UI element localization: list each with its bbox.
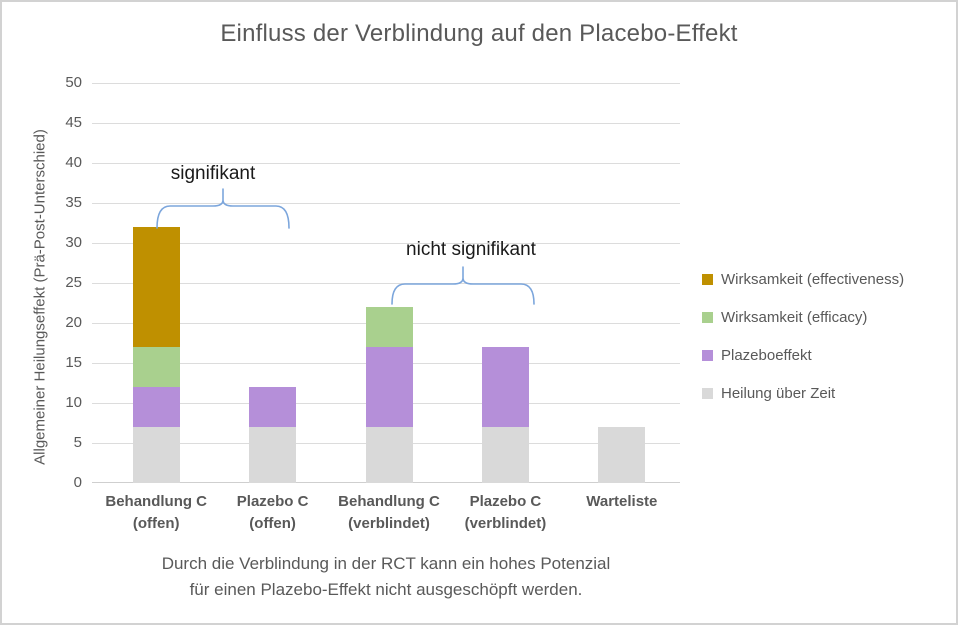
chart-caption: Durch die Verblindung in der RCT kann ei…	[92, 551, 680, 603]
legend-item: Heilung über Zeit	[702, 374, 956, 412]
y-tick-label-30: 30	[65, 234, 82, 251]
bar-segment	[249, 387, 297, 427]
legend-item: Wirksamkeit (efficacy)	[702, 298, 956, 336]
bar-column-4	[447, 83, 563, 483]
stacked-bar-3	[365, 307, 413, 483]
gridline-25	[92, 283, 680, 284]
bar-column-2	[214, 83, 330, 483]
stacked-bar-2	[249, 387, 297, 483]
legend-swatch-icon	[702, 273, 713, 285]
bar-segment	[365, 347, 413, 427]
bar-segment	[481, 427, 529, 483]
x-label-sub: (offen)	[249, 515, 296, 532]
x-label-main: Behandlung C	[338, 493, 440, 510]
x-axis-label-1: Behandlung C (offen)	[98, 491, 214, 535]
brace-icon	[156, 188, 290, 229]
y-tick-label-20: 20	[65, 314, 82, 331]
bar-segment	[598, 427, 646, 483]
y-tick-label-45: 45	[65, 114, 82, 131]
x-label-main: Warteliste	[586, 493, 658, 510]
bar-column-5	[564, 83, 680, 483]
legend-item: Plazeboeffekt	[702, 336, 956, 374]
bar-segment	[481, 347, 529, 427]
legend-swatch-icon	[702, 311, 713, 323]
chart-legend: Wirksamkeit (effectiveness) Wirksamkeit (…	[702, 260, 956, 412]
legend-swatch-icon	[702, 387, 713, 399]
bar-segment	[132, 347, 180, 387]
y-tick-label-0: 0	[73, 474, 82, 491]
bar-segment	[365, 427, 413, 483]
chart-title: Einfluss der Verblindung auf den Placebo…	[220, 20, 738, 47]
y-tick-label-50: 50	[65, 74, 82, 91]
gridline-35	[92, 203, 680, 204]
y-tick-label-40: 40	[65, 154, 82, 171]
x-axis-label-2: Plazebo C (offen)	[214, 491, 330, 535]
legend-label: Heilung über Zeit	[721, 384, 836, 402]
y-tick-label-25: 25	[65, 274, 82, 291]
x-label-main: Behandlung C	[105, 493, 208, 510]
gridline-30	[92, 243, 680, 244]
x-axis-labels: Behandlung C (offen) Plazebo C (offen) Behan…	[98, 491, 680, 535]
gridline-45	[92, 123, 680, 124]
bar-segment	[132, 427, 180, 483]
bar-column-1	[98, 83, 214, 483]
legend-label: Plazeboeffekt	[721, 346, 812, 364]
x-label-main: Plazebo C	[236, 493, 309, 510]
stacked-bar-1	[132, 227, 180, 483]
legend-swatch-icon	[702, 349, 713, 361]
bar-segment	[249, 427, 297, 483]
gridline-50	[92, 83, 680, 84]
legend-label: Wirksamkeit (effectiveness)	[721, 270, 905, 288]
y-axis-title: Allgemeiner Heilungseffekt (Prä-Post-Unt…	[31, 129, 49, 465]
bar-columns	[98, 83, 680, 483]
caption-line-2: für einen Plazebo-Effekt nicht ausgeschö…	[189, 580, 583, 599]
y-tick-label-15: 15	[65, 354, 82, 371]
annotation-text-2: nicht signifikant	[406, 239, 536, 260]
legend-label: Wirksamkeit (efficacy)	[721, 308, 868, 326]
bar-column-3	[331, 83, 447, 483]
stacked-bar-4	[481, 347, 529, 483]
legend-item: Wirksamkeit (effectiveness)	[702, 260, 956, 298]
brace-icon	[391, 266, 535, 305]
x-label-sub: (verblindet)	[464, 515, 547, 532]
bar-segment	[365, 307, 413, 347]
plot-area	[92, 83, 680, 483]
annotation-text-1: signifikant	[170, 163, 256, 184]
x-axis-label-4: Plazebo C (verblindet)	[447, 491, 563, 535]
y-tick-label-35: 35	[65, 194, 82, 211]
x-label-main: Plazebo C	[469, 493, 542, 510]
y-tick-label-10: 10	[65, 394, 82, 411]
caption-line-1: Durch die Verblindung in der RCT kann ei…	[161, 554, 611, 573]
x-label-sub: (offen)	[132, 515, 180, 532]
bar-segment	[132, 227, 180, 347]
x-axis-label-5: Warteliste	[564, 491, 680, 535]
stacked-bar-5	[598, 427, 646, 483]
gridline-40	[92, 163, 680, 164]
y-tick-label-5: 5	[73, 434, 82, 451]
bar-segment	[132, 387, 180, 427]
x-label-sub: (verblindet)	[348, 515, 430, 532]
x-axis-label-3: Behandlung C (verblindet)	[331, 491, 447, 535]
